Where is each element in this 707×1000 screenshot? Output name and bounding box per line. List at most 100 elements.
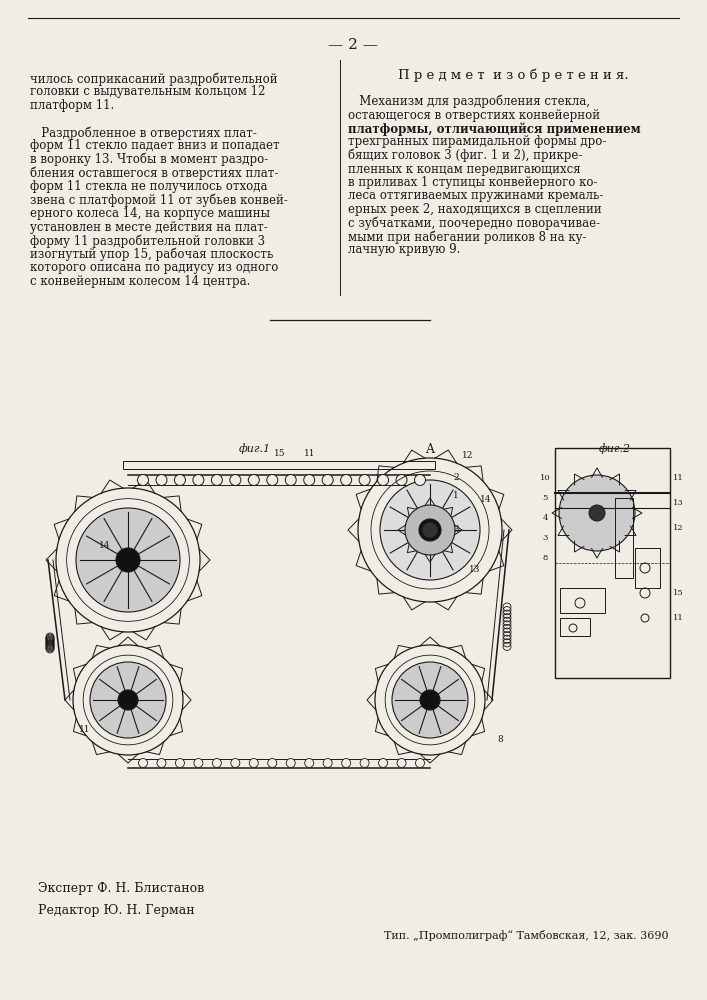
Text: платформы, отличающийся применением: платформы, отличающийся применением [348, 122, 641, 135]
Circle shape [267, 475, 278, 486]
Text: головки с выдувательным кольцом 12: головки с выдувательным кольцом 12 [30, 86, 265, 99]
Text: 5: 5 [542, 494, 548, 502]
Text: трехгранных пирамидальной формы дро-: трехгранных пирамидальной формы дро- [348, 135, 607, 148]
Text: 13: 13 [672, 499, 684, 507]
Circle shape [589, 505, 605, 521]
Text: Эксперт Ф. Н. Блистанов: Эксперт Ф. Н. Блистанов [38, 882, 204, 895]
Bar [615, 498, 633, 578]
Circle shape [341, 758, 351, 768]
Text: с конвейерным колесом 14 центра.: с конвейерным колесом 14 центра. [30, 274, 250, 288]
Circle shape [396, 475, 407, 486]
Circle shape [137, 475, 148, 486]
Bar [635, 548, 660, 588]
Circle shape [323, 758, 332, 768]
Circle shape [414, 475, 426, 486]
Text: Редактор Ю. Н. Герман: Редактор Ю. Н. Герман [38, 904, 194, 917]
Circle shape [90, 662, 166, 738]
Text: 11: 11 [672, 474, 684, 482]
Circle shape [286, 758, 296, 768]
Text: Механизм для раздробления стекла,: Механизм для раздробления стекла, [348, 95, 590, 108]
Text: чилось соприкасаний раздробительной: чилось соприкасаний раздробительной [30, 72, 278, 86]
Text: пленных к концам передвигающихся: пленных к концам передвигающихся [348, 162, 580, 176]
Text: фиг.2: фиг.2 [599, 443, 631, 454]
Circle shape [212, 758, 221, 768]
Circle shape [392, 662, 468, 738]
Circle shape [248, 475, 259, 486]
Text: остающегося в отверстиях конвейерной: остающегося в отверстиях конвейерной [348, 108, 600, 121]
Text: Раздробленное в отверстиях плат-: Раздробленное в отверстиях плат- [30, 126, 257, 139]
Circle shape [397, 758, 406, 768]
Text: в воронку 13. Чтобы в момент раздро-: в воронку 13. Чтобы в момент раздро- [30, 153, 268, 166]
Circle shape [211, 475, 223, 486]
Circle shape [304, 475, 315, 486]
Text: форм 11 стекла не получилось отхода: форм 11 стекла не получилось отхода [30, 180, 267, 193]
Text: 8: 8 [542, 554, 548, 562]
Circle shape [230, 475, 241, 486]
Bar [555, 448, 670, 678]
Text: фиг.1: фиг.1 [239, 443, 271, 454]
Circle shape [322, 475, 333, 486]
Circle shape [116, 548, 140, 572]
Circle shape [285, 475, 296, 486]
Circle shape [416, 758, 424, 768]
Text: бления оставшегося в отверстиях плат-: бления оставшегося в отверстиях плат- [30, 166, 279, 180]
Text: с зубчатками, поочередно поворачивае-: с зубчатками, поочередно поворачивае- [348, 217, 600, 230]
Circle shape [230, 758, 240, 768]
Text: мыми при набегании роликов 8 на ку-: мыми при набегании роликов 8 на ку- [348, 230, 587, 243]
Circle shape [268, 758, 276, 768]
Text: бящих головок 3 (фиг. 1 и 2), прикре-: бящих головок 3 (фиг. 1 и 2), прикре- [348, 149, 583, 162]
Circle shape [378, 758, 387, 768]
Text: форму 11 раздробительной головки 3: форму 11 раздробительной головки 3 [30, 234, 265, 247]
Circle shape [559, 475, 635, 551]
Bar [123, 461, 435, 469]
Circle shape [156, 475, 167, 486]
Circle shape [422, 522, 438, 538]
Text: 12: 12 [672, 524, 683, 532]
Text: в приливах 1 ступицы конвейерного ко-: в приливах 1 ступицы конвейерного ко- [348, 176, 597, 189]
Text: ерных реек 2, находящихся в сцеплении: ерных реек 2, находящихся в сцеплении [348, 203, 602, 216]
Circle shape [157, 758, 166, 768]
Text: форм 11 стекло падает вниз и попадает: форм 11 стекло падает вниз и попадает [30, 139, 280, 152]
Text: 15: 15 [672, 589, 684, 597]
Circle shape [118, 690, 138, 710]
Text: платформ 11.: платформ 11. [30, 99, 115, 112]
Text: 11: 11 [304, 448, 316, 458]
Circle shape [405, 505, 455, 555]
Text: ерного колеса 14, на корпусе машины: ерного колеса 14, на корпусе машины [30, 207, 270, 220]
Text: 1: 1 [453, 490, 459, 499]
Circle shape [419, 519, 441, 541]
Text: 10: 10 [539, 474, 550, 482]
Circle shape [175, 475, 185, 486]
Text: установлен в месте действия на плат-: установлен в месте действия на плат- [30, 221, 268, 233]
Text: П р е д м е т  и з о б р е т е н и я.: П р е д м е т и з о б р е т е н и я. [397, 68, 629, 82]
Text: Тип. „Промполиграф“ Тамбовская, 12, зак. 3690: Тип. „Промполиграф“ Тамбовская, 12, зак.… [385, 930, 669, 941]
Text: 3: 3 [542, 534, 548, 542]
Circle shape [193, 475, 204, 486]
Circle shape [360, 758, 369, 768]
Bar [560, 588, 605, 613]
Text: 14: 14 [480, 495, 492, 504]
Text: 14: 14 [99, 540, 111, 550]
Text: лачную кривую 9.: лачную кривую 9. [348, 243, 460, 256]
Circle shape [380, 480, 480, 580]
Text: 8: 8 [497, 736, 503, 744]
Text: 4: 4 [542, 514, 548, 522]
Circle shape [139, 758, 148, 768]
Text: — 2 —: — 2 — [328, 38, 378, 52]
Text: A: A [426, 443, 435, 456]
Circle shape [341, 475, 351, 486]
Text: леса оттягиваемых пружинами кремаль-: леса оттягиваемых пружинами кремаль- [348, 190, 603, 202]
Circle shape [378, 475, 389, 486]
Circle shape [359, 475, 370, 486]
Circle shape [194, 758, 203, 768]
Text: 11: 11 [672, 614, 684, 622]
Circle shape [175, 758, 185, 768]
Circle shape [76, 508, 180, 612]
Text: 13: 13 [469, 566, 481, 574]
Circle shape [305, 758, 314, 768]
Text: звена с платформой 11 от зубьев конвей-: звена с платформой 11 от зубьев конвей- [30, 194, 288, 207]
Circle shape [420, 690, 440, 710]
Circle shape [250, 758, 258, 768]
Text: которого описана по радиусу из одного: которого описана по радиусу из одного [30, 261, 279, 274]
Text: 3: 3 [453, 526, 459, 534]
